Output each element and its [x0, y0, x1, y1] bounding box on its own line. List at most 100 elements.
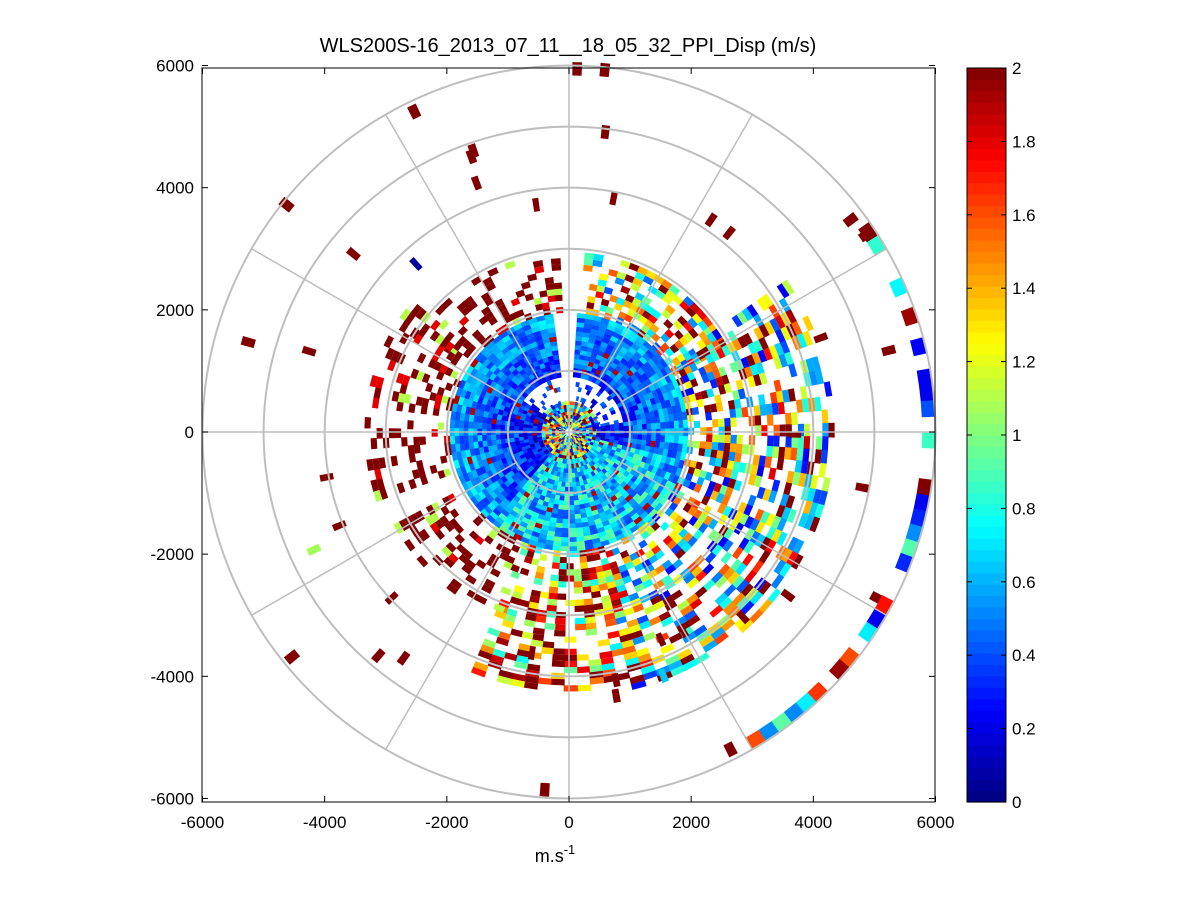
data-cell — [767, 588, 782, 604]
data-cell — [600, 428, 606, 432]
data-cell — [574, 513, 582, 520]
data-cell — [554, 288, 563, 296]
data-cell — [809, 370, 818, 386]
data-cell — [573, 451, 577, 456]
data-cell — [599, 321, 609, 329]
data-cell — [913, 493, 930, 512]
data-cell — [685, 306, 697, 318]
data-cell — [548, 521, 557, 528]
data-cell — [587, 342, 595, 349]
data-cell — [617, 311, 627, 320]
data-cell — [583, 464, 589, 470]
data-cell — [603, 569, 613, 578]
data-cell — [539, 443, 546, 449]
data-cell — [551, 562, 560, 570]
data-cell — [704, 471, 713, 482]
data-cell — [379, 487, 389, 500]
data-cell — [529, 341, 539, 349]
data-cell — [667, 381, 676, 392]
data-cell — [575, 340, 583, 346]
data-cell — [527, 424, 533, 429]
data-cell — [484, 451, 491, 459]
colorbar-swatch — [967, 68, 1006, 81]
data-cell — [579, 350, 587, 356]
data-cell — [814, 503, 825, 520]
data-cell — [566, 421, 569, 426]
data-cell — [558, 575, 567, 582]
data-cell — [610, 409, 616, 416]
data-cell — [446, 583, 459, 595]
data-cell — [655, 387, 663, 397]
data-cell — [478, 354, 488, 365]
colorbar-swatch — [967, 469, 1006, 482]
data-cell — [673, 420, 680, 430]
data-cell — [670, 589, 683, 601]
data-cell — [814, 396, 822, 412]
data-cell — [625, 505, 634, 515]
data-cell — [654, 564, 666, 575]
data-cell — [667, 473, 676, 483]
data-cell — [674, 329, 684, 341]
data-cell — [732, 546, 744, 560]
data-cell — [586, 463, 591, 469]
data-cell — [681, 444, 688, 454]
data-cell — [444, 367, 454, 377]
data-cell — [629, 524, 640, 534]
data-cell — [628, 592, 640, 602]
data-cell — [592, 553, 601, 561]
data-cell — [512, 448, 518, 455]
data-cell — [641, 418, 647, 425]
data-cell — [553, 423, 558, 427]
data-cell — [479, 508, 490, 518]
data-cell — [505, 555, 516, 565]
data-cell — [554, 522, 563, 529]
data-cell — [542, 436, 547, 441]
data-cell — [574, 416, 578, 421]
data-cell — [728, 451, 736, 462]
data-cell — [659, 441, 665, 450]
data-cell — [600, 448, 607, 453]
data-cell — [585, 351, 593, 358]
data-cell — [524, 675, 539, 684]
data-cell — [391, 390, 400, 402]
data-cell — [583, 483, 590, 490]
data-cell — [575, 531, 584, 538]
data-cell — [648, 488, 657, 498]
data-cell — [635, 548, 646, 558]
data-cell — [530, 558, 540, 566]
data-cell — [546, 289, 556, 297]
data-cell — [661, 294, 673, 305]
y-tick-label: 6000 — [156, 57, 194, 76]
data-cell — [598, 441, 604, 446]
data-cell — [515, 443, 522, 449]
data-cell — [552, 503, 559, 510]
data-cell — [541, 647, 554, 655]
data-cell — [669, 343, 680, 354]
data-cell — [527, 433, 533, 437]
colorbar-swatch — [967, 228, 1006, 241]
data-cell — [749, 530, 761, 545]
data-cell — [554, 623, 566, 631]
data-cell — [577, 471, 582, 478]
data-cell — [704, 448, 712, 458]
data-cell — [586, 301, 595, 310]
data-cell — [623, 651, 638, 661]
data-cell — [682, 321, 694, 333]
data-cell — [510, 417, 516, 423]
data-cell — [584, 355, 591, 362]
data-cell — [466, 589, 479, 601]
data-cell — [607, 444, 613, 450]
data-cell — [678, 368, 688, 378]
data-cell — [776, 457, 785, 471]
data-cell — [591, 445, 597, 451]
data-cell — [748, 609, 764, 624]
data-cell — [730, 434, 737, 445]
data-cell — [703, 404, 712, 414]
data-cell — [744, 569, 757, 584]
data-cell — [580, 517, 589, 523]
data-cell — [564, 486, 569, 492]
data-cell — [553, 499, 560, 505]
data-cell — [669, 511, 679, 521]
data-cell — [564, 438, 567, 443]
data-cell — [458, 434, 465, 444]
